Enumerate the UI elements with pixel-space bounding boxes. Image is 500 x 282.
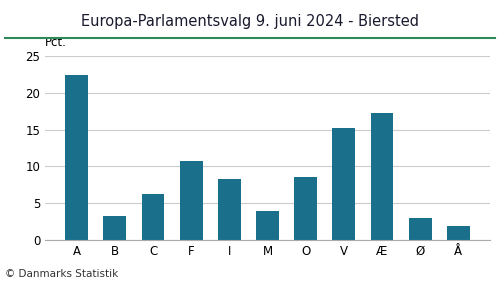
Bar	[104, 216, 126, 240]
Bar	[294, 177, 317, 240]
Bar	[332, 127, 355, 240]
Bar	[408, 218, 432, 240]
Bar	[447, 226, 470, 240]
Text: © Danmarks Statistik: © Danmarks Statistik	[5, 269, 118, 279]
Bar	[218, 179, 241, 240]
Text: Europa-Parlamentsvalg 9. juni 2024 - Biersted: Europa-Parlamentsvalg 9. juni 2024 - Bie…	[81, 14, 419, 29]
Text: Pct.: Pct.	[45, 36, 67, 49]
Bar	[256, 211, 279, 240]
Bar	[65, 75, 88, 240]
Bar	[142, 194, 165, 240]
Bar	[180, 161, 203, 240]
Bar	[370, 113, 394, 240]
